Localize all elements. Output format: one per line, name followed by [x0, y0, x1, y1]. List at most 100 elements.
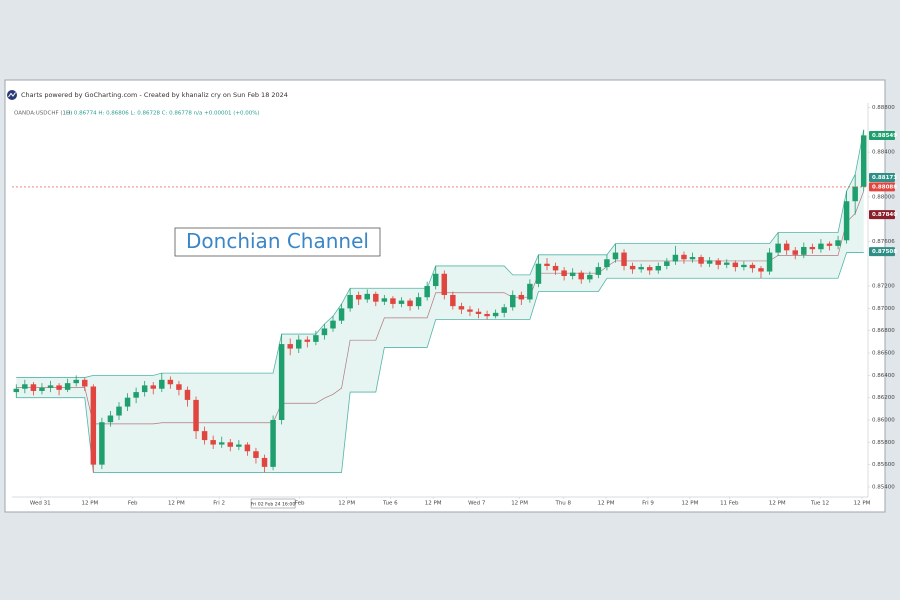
candle-body — [201, 431, 208, 441]
y-tick-label: 0.86000 — [872, 417, 895, 423]
candle-body — [664, 261, 670, 266]
candle-body — [766, 252, 773, 272]
candle-body — [133, 392, 139, 398]
candle-body — [107, 415, 114, 423]
candle-body — [775, 243, 781, 253]
y-tick-label: 0.88000 — [872, 194, 895, 200]
y-tick-label: 0.85400 — [872, 484, 895, 490]
candle-body — [629, 265, 636, 270]
candle-body — [450, 294, 456, 307]
candle-body — [270, 419, 276, 467]
candle-body — [749, 264, 756, 269]
candle-body — [210, 440, 216, 445]
candle-body — [843, 201, 850, 241]
candle-body — [544, 263, 550, 266]
candle-body — [818, 243, 824, 250]
price-tag — [869, 172, 895, 182]
logo-mark — [8, 92, 16, 98]
channel-fill — [16, 129, 864, 473]
candle-body — [646, 267, 653, 271]
x-tick-label: 12 PM — [168, 501, 185, 507]
channel-middle — [16, 191, 865, 425]
price-tag — [869, 130, 895, 140]
candle-body — [124, 397, 131, 407]
candle-body — [561, 270, 567, 277]
candle-body — [458, 306, 465, 310]
candle-body — [373, 293, 379, 302]
price-tag — [869, 182, 895, 192]
candle-body — [184, 389, 191, 400]
candle-body — [604, 259, 610, 268]
candle-body — [82, 379, 88, 387]
candle-body — [518, 294, 525, 300]
x-tick-label: 12 PM — [81, 501, 98, 507]
candle-body — [313, 335, 319, 342]
candle-body — [689, 257, 696, 260]
candle-body — [587, 274, 593, 280]
candle-body — [390, 298, 396, 304]
x-tick-label: Tue 12 — [810, 501, 829, 507]
candle-body — [381, 298, 388, 302]
crosshair-label: Fri 02 Feb 24 16:00 — [251, 501, 295, 507]
candle-body — [296, 339, 302, 349]
y-tick-label: 0.85600 — [872, 462, 895, 468]
candle-body — [227, 442, 234, 447]
annotation: Donchian Channel — [186, 229, 369, 253]
y-tick-label: 0.86800 — [872, 328, 895, 334]
candle-body — [441, 273, 448, 295]
candle-body — [809, 246, 816, 250]
x-tick-label: 12 PM — [598, 501, 615, 507]
candle-body — [698, 257, 704, 264]
candle-body — [492, 312, 499, 317]
x-tick-label: Fri 2 — [213, 501, 225, 507]
candle-body — [852, 186, 858, 202]
price-tag — [869, 210, 895, 220]
candle-body — [150, 385, 156, 389]
candle-body — [621, 252, 627, 266]
symbol: OANDA:USDCHF (1H) — [14, 111, 72, 117]
candle-body — [364, 293, 370, 300]
ohlc-line: O: 0.86774 H: 0.86806 L: 0.86728 C: 0.86… — [66, 111, 260, 117]
candle-body — [398, 300, 405, 304]
channel-upper — [16, 129, 865, 378]
candle-body — [30, 384, 37, 391]
candle-body — [860, 135, 867, 187]
candle-body — [407, 300, 413, 307]
candle-body — [741, 264, 747, 268]
candle-body — [159, 379, 165, 389]
candle-body — [758, 268, 764, 272]
candle-body — [595, 267, 602, 275]
candle-body — [484, 313, 490, 317]
x-tick-label: Feb — [295, 501, 305, 507]
candle-body — [64, 383, 71, 390]
candle-body — [612, 252, 619, 260]
x-tick-label: 11 Feb — [720, 501, 739, 507]
candle-body — [261, 457, 268, 467]
candle-body — [783, 243, 790, 251]
candle-body — [715, 260, 721, 265]
candle-body — [90, 386, 97, 465]
candle-body — [193, 399, 199, 432]
candle-body — [501, 307, 507, 313]
candle-body — [475, 311, 482, 314]
candle-body — [56, 385, 62, 390]
price-tag-label: 0.88549 — [872, 133, 897, 139]
x-tick-label: Thu 8 — [554, 501, 571, 507]
candle-body — [167, 379, 174, 385]
x-tick-label: Wed 7 — [468, 501, 486, 507]
y-tick-label: 0.86200 — [872, 395, 895, 401]
candle-body — [527, 283, 533, 300]
candle-body — [244, 444, 251, 452]
candle-body — [13, 388, 20, 393]
candle-body — [801, 246, 807, 255]
candle-body — [218, 442, 225, 445]
y-tick-label: 0.88400 — [872, 150, 895, 156]
y-tick-label: 0.86400 — [872, 373, 895, 379]
y-tick-label: 0.87000 — [872, 306, 895, 312]
y-tick-label: 0.85800 — [872, 440, 895, 446]
x-tick-label: 12 PM — [425, 501, 442, 507]
candle-body — [552, 265, 559, 271]
candle-body — [321, 328, 328, 336]
candle-body — [73, 379, 79, 384]
